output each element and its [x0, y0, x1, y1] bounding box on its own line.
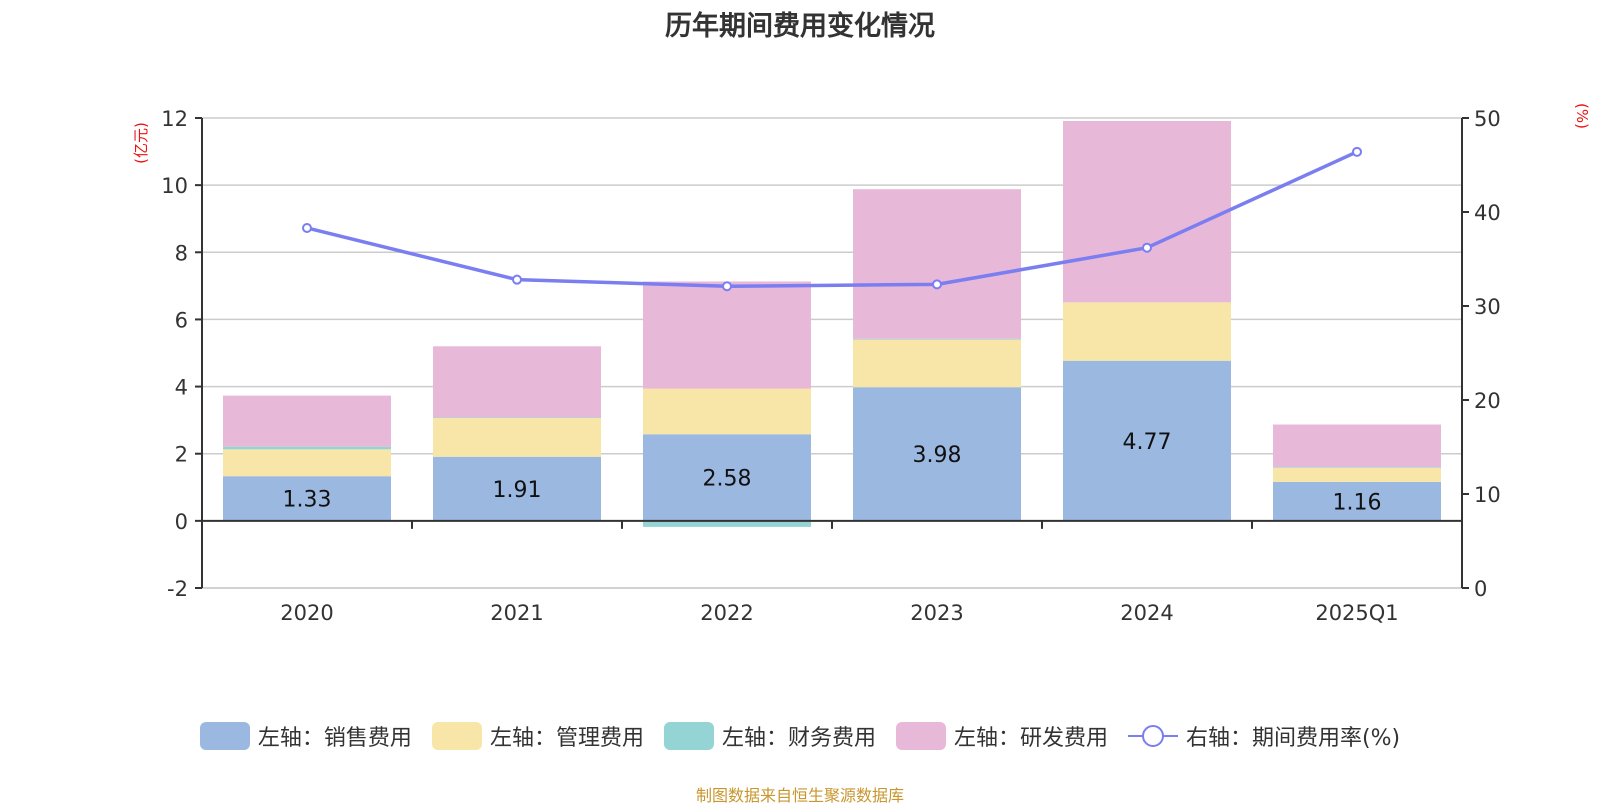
bar-segment	[433, 417, 601, 418]
chart-title: 历年期间费用变化情况	[665, 11, 935, 42]
left-axis-tick-label: -2	[167, 577, 188, 601]
bar-segment	[853, 339, 1021, 388]
left-axis-tick-label: 12	[161, 107, 188, 131]
bar-value-label: 1.91	[493, 478, 542, 503]
rate-point	[722, 281, 732, 292]
bar-segment	[853, 338, 1021, 340]
rate-line-layer	[302, 146, 1362, 292]
right-axis-tick-label: 40	[1474, 201, 1501, 225]
rate-point	[302, 222, 312, 233]
legend-item[interactable]: 左轴：管理费用	[431, 720, 644, 752]
x-axis-tick-label: 2021	[490, 601, 543, 625]
x-axis-tick-label: 2020	[280, 601, 333, 625]
bar-segment	[1273, 424, 1441, 468]
right-axis-tick-label: 20	[1474, 389, 1501, 413]
rate-point	[932, 279, 942, 290]
legend-item[interactable]: 右轴：期间费用率(%)	[1127, 720, 1401, 752]
bar-value-label: 2.58	[703, 467, 752, 492]
bar-segment	[643, 281, 811, 389]
rate-point	[1142, 242, 1152, 253]
bar-segment	[853, 189, 1021, 339]
left-axis-tick-label: 8	[175, 241, 188, 265]
right-axis-tick-label: 50	[1474, 107, 1501, 131]
bar-segment	[853, 387, 1021, 521]
bar-segment	[1273, 467, 1441, 482]
bar-segment	[1063, 121, 1231, 303]
right-axis-tick-label: 30	[1474, 295, 1501, 319]
left-axis-tick-label: 2	[175, 443, 188, 467]
right-axis-tick-label: 0	[1474, 577, 1487, 601]
source-footer: 制图数据来自恒生聚源数据库	[695, 786, 904, 805]
bar-segment	[1063, 302, 1231, 361]
legend-item[interactable]: 左轴：财务费用	[663, 720, 876, 752]
legend-label: 左轴：财务费用	[721, 726, 876, 751]
bar-segment	[433, 456, 601, 521]
legend-swatch	[431, 722, 482, 750]
legend-line-marker-icon	[1127, 725, 1178, 747]
rate-line	[306, 150, 1358, 289]
bar-value-label: 1.33	[283, 488, 332, 513]
legend-label: 右轴：期间费用率(%)	[1185, 726, 1401, 751]
legend-swatch	[199, 722, 250, 750]
bar-segment	[223, 449, 391, 477]
rate-point	[1352, 146, 1362, 157]
legend-item[interactable]: 左轴：销售费用	[199, 720, 412, 752]
x-axis-tick-label: 2024	[1120, 601, 1173, 625]
bar-segment	[1273, 467, 1441, 468]
bar-segment	[643, 520, 811, 527]
left-axis-tick-label: 6	[175, 308, 188, 332]
bar-value-label: 4.77	[1123, 430, 1172, 455]
left-axis-tick-label: 4	[175, 376, 188, 400]
bar-segment	[223, 446, 391, 450]
bar-layer	[223, 121, 1441, 527]
x-axis-tick-label: 2022	[700, 601, 753, 625]
bar-segment	[1063, 360, 1231, 521]
legend: 左轴：销售费用 左轴：管理费用 左轴：财务费用 左轴：研发费用 右轴：期间费用率(%)	[0, 720, 1600, 752]
legend-label: 左轴：研发费用	[953, 726, 1108, 751]
left-axis-unit: (亿元)	[132, 122, 150, 164]
bar-segment	[1273, 481, 1441, 521]
rate-point	[512, 274, 522, 285]
bar-segment	[433, 417, 601, 457]
legend-label: 左轴：管理费用	[489, 726, 644, 751]
x-axis-tick-label: 2025Q1	[1315, 601, 1398, 625]
bar-segment	[223, 476, 391, 521]
legend-label: 左轴：销售费用	[257, 726, 412, 751]
right-axis-tick-label: 10	[1474, 483, 1501, 507]
bar-value-label: 3.98	[913, 443, 962, 468]
legend-item[interactable]: 左轴：研发费用	[895, 720, 1108, 752]
axes: -2 0 2 4 6 8 10 12 0 10 20 30 40 50 2020 2021 2022 2023 20…	[161, 107, 1500, 625]
bar-segment	[223, 395, 391, 447]
x-axis-tick-label: 2023	[910, 601, 963, 625]
left-axis-tick-label: 0	[175, 510, 188, 534]
right-axis-unit: (%)	[1573, 103, 1591, 129]
bar-segment	[643, 388, 811, 435]
left-axis-tick-label: 10	[161, 174, 188, 198]
legend-swatch	[663, 722, 714, 750]
bar-segment	[643, 434, 811, 521]
bar-segment	[433, 346, 601, 418]
data-labels: 1.33 1.91 2.58 3.98 4.77 1.16	[283, 430, 1382, 516]
grid-lines	[202, 117, 1462, 589]
bar-value-label: 1.16	[1333, 490, 1382, 515]
legend-swatch	[895, 722, 946, 750]
